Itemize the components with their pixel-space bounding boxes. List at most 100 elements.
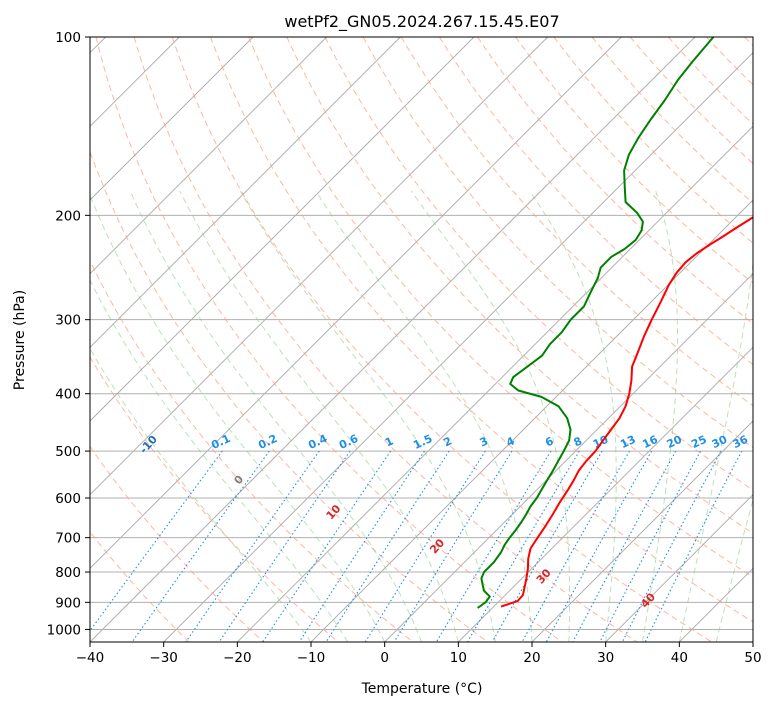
dry-adiabat-label: 40 [638, 590, 658, 610]
mixing-ratio-line [185, 450, 320, 642]
dry-adiabat-line [90, 356, 339, 642]
mixing-ratio-line [364, 450, 486, 642]
dry-adiabat-label: 20 [427, 536, 447, 556]
dewpoint-profile-line [477, 37, 715, 609]
y-tick-label: 700 [55, 531, 81, 547]
isotherm-line [90, 37, 328, 275]
x-tick-label: 0 [380, 650, 389, 666]
x-axis-label: Temperature (°C) [361, 681, 483, 697]
y-axis-label: Pressure (hPa) [12, 290, 28, 390]
mixing-ratio-line [621, 450, 722, 642]
dry-adiabat-line [210, 37, 753, 623]
dry-adiabat-line [286, 37, 753, 534]
dry-adiabat-label: 0 [231, 473, 246, 488]
plot-area: 0.10.20.40.611.52346810131620253036-100-… [90, 37, 753, 642]
mixing-ratio-line [131, 450, 270, 642]
mixing-ratio-label: 30 [710, 433, 730, 451]
x-tick-label: −30 [149, 650, 178, 666]
x-tick-label: 20 [523, 650, 540, 666]
y-tick-label: 200 [55, 208, 81, 224]
mixing-ratio-line [262, 450, 392, 642]
dry-adiabat-line [95, 37, 563, 642]
moist-adiabat-line [715, 497, 753, 642]
mixing-ratio-label: 25 [689, 433, 708, 451]
y-tick-label: 1000 [47, 622, 81, 638]
isotherm-line [90, 37, 254, 201]
mixing-ratio-line [599, 450, 701, 642]
mixing-ratio-label: 3 [478, 434, 490, 449]
x-tick-label: −40 [76, 650, 105, 666]
moist-adiabat-line [315, 190, 533, 642]
mixing-ratio-line [298, 450, 425, 642]
mixing-ratio-label: 20 [665, 433, 685, 451]
moist-adiabat-line [239, 190, 496, 642]
isotherm-line [90, 37, 622, 570]
moist-adiabat-line [90, 279, 349, 642]
dry-adiabat-line [477, 37, 753, 325]
dry-adiabat-line [438, 37, 753, 366]
mixing-ratio-label: 0.1 [209, 432, 232, 452]
mixing-ratio-line [218, 450, 351, 642]
moist-adiabat-line [678, 259, 753, 642]
dry-adiabat-line [591, 37, 753, 204]
dry-adiabat-line [668, 37, 753, 125]
mixing-ratio-line [545, 450, 653, 642]
dry-adiabat-line [400, 37, 753, 407]
x-tick-label: 10 [450, 650, 467, 666]
isotherm-line [90, 37, 475, 422]
isotherm-line [531, 420, 753, 642]
x-tick-label: 40 [671, 650, 688, 666]
moist-adiabat-line [179, 190, 459, 642]
dry-adiabat-line [553, 37, 753, 244]
axis-ticks: −40 −30 −20 −10 0 10 20 30 40 5010020030040050060… [47, 30, 762, 666]
mixing-ratio-label: 1 [383, 434, 395, 449]
y-tick-label: 500 [55, 444, 81, 460]
dry-adiabat-line [248, 37, 753, 578]
dry-adiabat-line [171, 37, 712, 642]
mixing-ratio-line [467, 450, 580, 642]
mixing-ratio-label: 13 [618, 433, 637, 451]
mixing-ratio-label: 36 [731, 433, 751, 451]
isotherm-line [90, 37, 696, 642]
x-tick-label: −20 [223, 650, 252, 666]
x-tick-label: −10 [297, 650, 326, 666]
x-tick-label: 50 [744, 650, 761, 666]
moist-adiabat-line [529, 190, 617, 642]
isotherm-line [384, 272, 753, 642]
isotherm-line [457, 346, 753, 642]
temperature-profile-line [500, 37, 753, 608]
mixing-ratio-line [521, 450, 630, 642]
moist-adiabat-line [129, 190, 422, 642]
isotherm-line [90, 37, 401, 349]
chart-title: wetPf2_GN05.2024.267.15.45.E07 [284, 12, 559, 32]
dry-adiabat-line [90, 259, 414, 642]
isotherm-line [236, 125, 753, 642]
y-tick-label: 900 [55, 595, 81, 611]
dry-adiabat-line [706, 37, 753, 86]
mixing-ratio-label: 0.4 [306, 432, 329, 452]
mixing-ratio-line [491, 450, 603, 642]
plot-frame [89, 36, 754, 643]
dry-adiabat-line [362, 37, 753, 449]
mixing-ratio-label: 16 [640, 433, 660, 451]
dry-adiabat-line [90, 150, 488, 642]
y-tick-label: 400 [55, 387, 81, 403]
dry-adiabat-line [133, 37, 638, 642]
mixing-ratio-line [572, 450, 677, 642]
dry-adiabat-line [324, 37, 753, 491]
dry-adiabat-line [744, 37, 753, 47]
dry-adiabat-label: 30 [534, 566, 554, 586]
moist-adiabat-line [642, 190, 678, 642]
dry-adiabat-label: 10 [324, 502, 344, 522]
dry-adiabat-line [90, 445, 264, 642]
x-tick-label: 30 [597, 650, 614, 666]
mixing-ratio-line [435, 450, 552, 642]
y-tick-label: 100 [55, 30, 81, 46]
isotherm-line [605, 493, 753, 642]
isotherm-line [163, 51, 753, 642]
y-tick-label: 600 [55, 491, 81, 507]
y-tick-label: 800 [55, 565, 81, 581]
isotherm-line [752, 641, 753, 642]
